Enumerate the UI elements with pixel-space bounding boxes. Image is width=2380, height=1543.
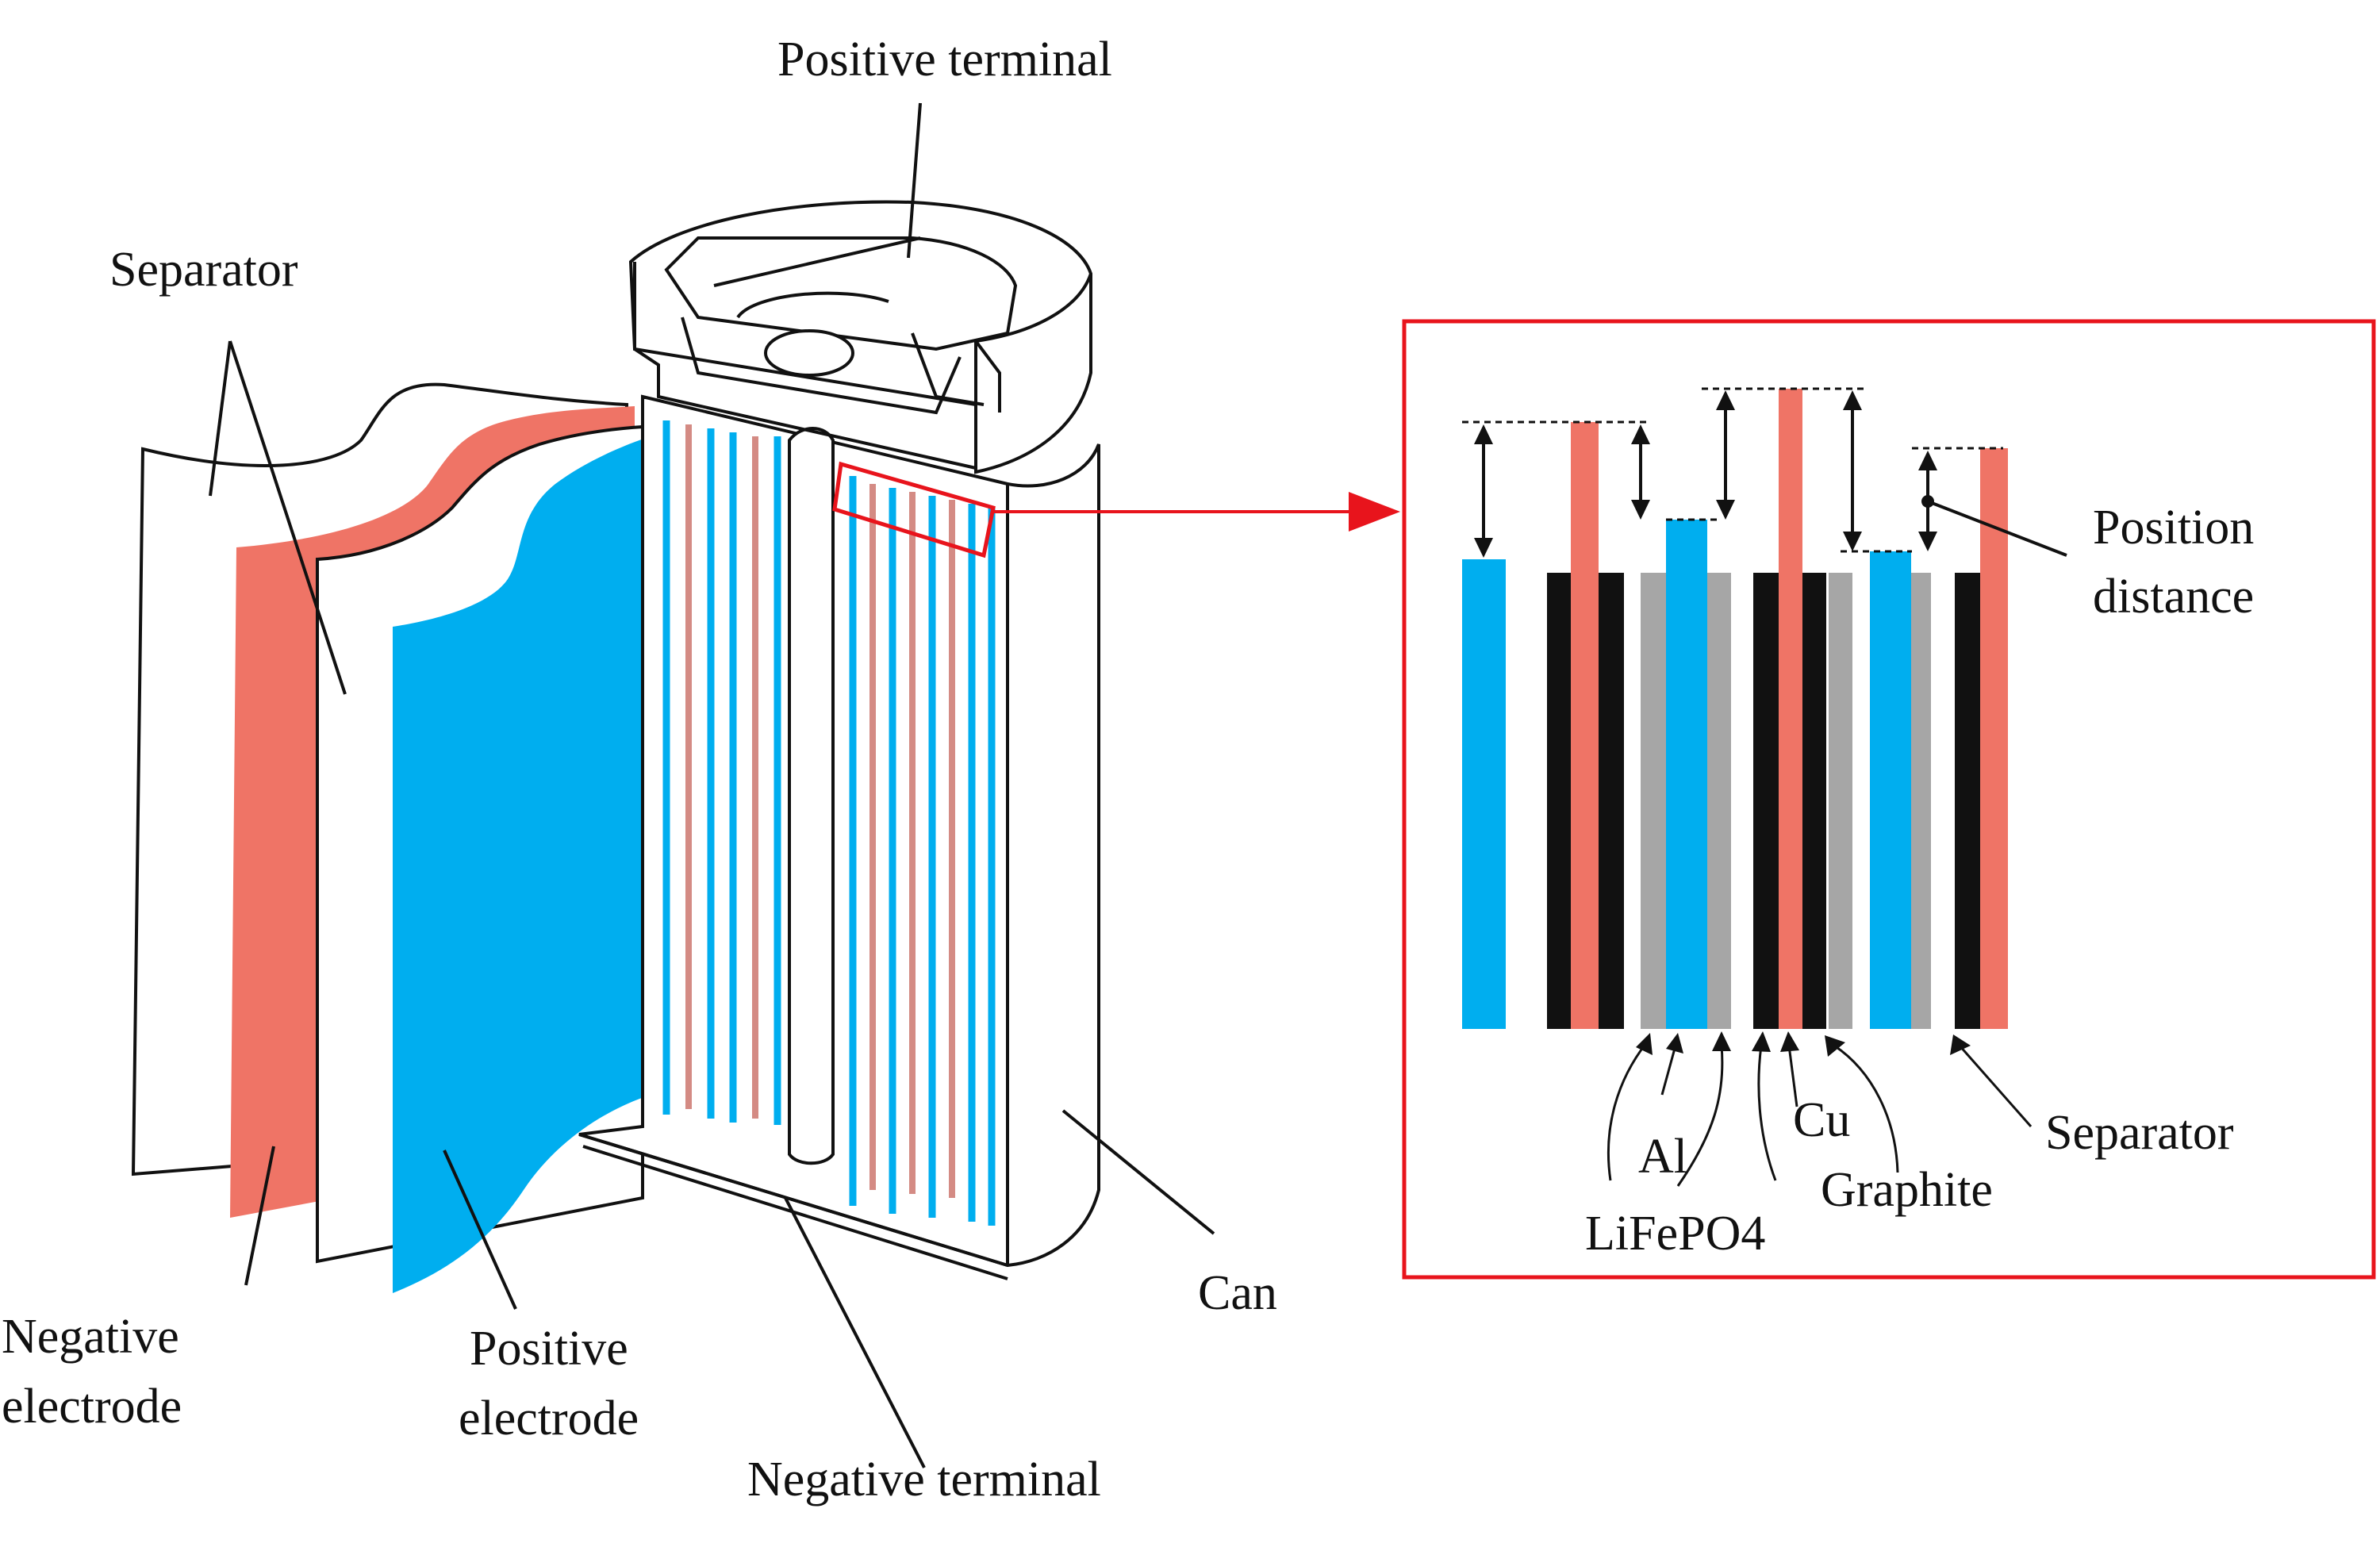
layer-separator-3 xyxy=(1852,573,1870,1029)
layer-lifepo4-3 xyxy=(1870,551,1911,1029)
layer-stack xyxy=(1462,389,2008,1029)
label-positive-electrode-line1: Positive xyxy=(470,1322,628,1376)
top-cap xyxy=(628,200,1092,474)
layer-lifepo4-1 xyxy=(1462,559,1506,1029)
layer-cu-1 xyxy=(1547,573,1571,1029)
label-positive-electrode-line2: electrode xyxy=(459,1391,639,1445)
label-negative-electrode-line1: Negative xyxy=(2,1310,179,1364)
label-lifepo4: LiFePO4 xyxy=(1585,1207,1765,1261)
wound-strips-right xyxy=(849,476,996,1226)
highlight-box xyxy=(832,461,996,558)
leader-lines-left xyxy=(209,102,1215,1468)
label-position-distance-line2: distance xyxy=(2093,570,2254,624)
label-al: Al xyxy=(1638,1130,1687,1184)
label-separator-right: Separator xyxy=(2045,1106,2234,1160)
layer-al-2 xyxy=(1707,573,1731,1029)
layer-separator-2 xyxy=(1731,573,1753,1029)
label-can: Can xyxy=(1198,1266,1277,1320)
material-pointers xyxy=(1607,1031,2033,1187)
layer-cu-4 xyxy=(1802,573,1826,1029)
label-cu: Cu xyxy=(1793,1093,1850,1147)
label-positive-terminal: Positive terminal xyxy=(777,33,1112,86)
can-body xyxy=(578,394,1100,1268)
label-separator-left: Separator xyxy=(109,243,298,297)
layer-cu-5 xyxy=(1955,573,1980,1029)
layer-separator-1 xyxy=(1506,573,1545,1029)
zoom-arrow xyxy=(993,492,1400,532)
label-negative-terminal: Negative terminal xyxy=(747,1453,1101,1507)
layer-graphite-3 xyxy=(1980,448,2008,1029)
cell-cutaway xyxy=(131,200,1100,1293)
layer-graphite-2 xyxy=(1779,389,1802,1029)
positive-electrode-layer xyxy=(393,436,651,1293)
position-distance-markers xyxy=(1462,387,2067,558)
layer-lifepo4-2 xyxy=(1666,520,1707,1029)
layer-al-3 xyxy=(1829,573,1852,1029)
label-graphite: Graphite xyxy=(1821,1163,1993,1217)
layer-cu-2 xyxy=(1599,573,1624,1029)
layer-al-4 xyxy=(1911,573,1931,1029)
layer-cu-3 xyxy=(1753,573,1779,1029)
wound-strips-left xyxy=(662,420,781,1125)
layer-graphite-1 xyxy=(1571,422,1599,1029)
label-position-distance-line1: Position xyxy=(2093,501,2254,555)
label-negative-electrode-line2: electrode xyxy=(2,1380,182,1434)
central-mandrel xyxy=(788,427,835,1165)
can-bottom-rim xyxy=(578,1133,1008,1280)
layer-al-1 xyxy=(1641,573,1666,1029)
layer-separator-4 xyxy=(1931,573,1955,1029)
